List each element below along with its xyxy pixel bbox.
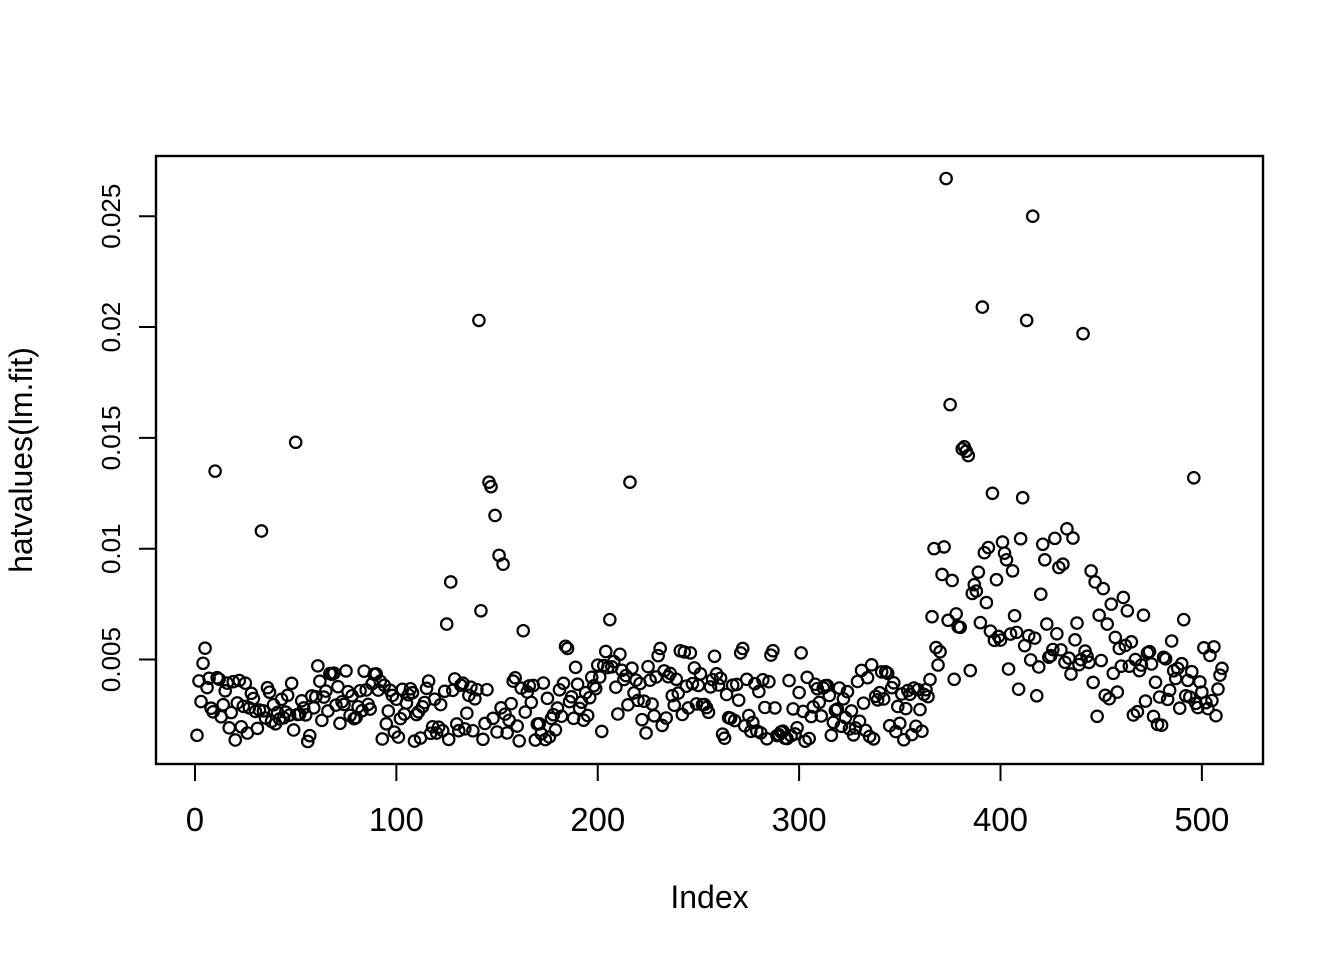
svg-text:0.005: 0.005	[96, 627, 126, 692]
svg-text:0.02: 0.02	[96, 302, 126, 353]
svg-text:500: 500	[1174, 801, 1229, 838]
svg-text:200: 200	[570, 801, 625, 838]
svg-text:400: 400	[973, 801, 1028, 838]
svg-text:0: 0	[186, 801, 204, 838]
svg-text:hatvalues(lm.fit): hatvalues(lm.fit)	[3, 347, 39, 573]
svg-text:300: 300	[772, 801, 827, 838]
svg-text:0.01: 0.01	[96, 523, 126, 574]
svg-text:0.015: 0.015	[96, 405, 126, 470]
svg-text:0.025: 0.025	[96, 184, 126, 249]
svg-text:100: 100	[369, 801, 424, 838]
svg-text:Index: Index	[670, 879, 748, 915]
